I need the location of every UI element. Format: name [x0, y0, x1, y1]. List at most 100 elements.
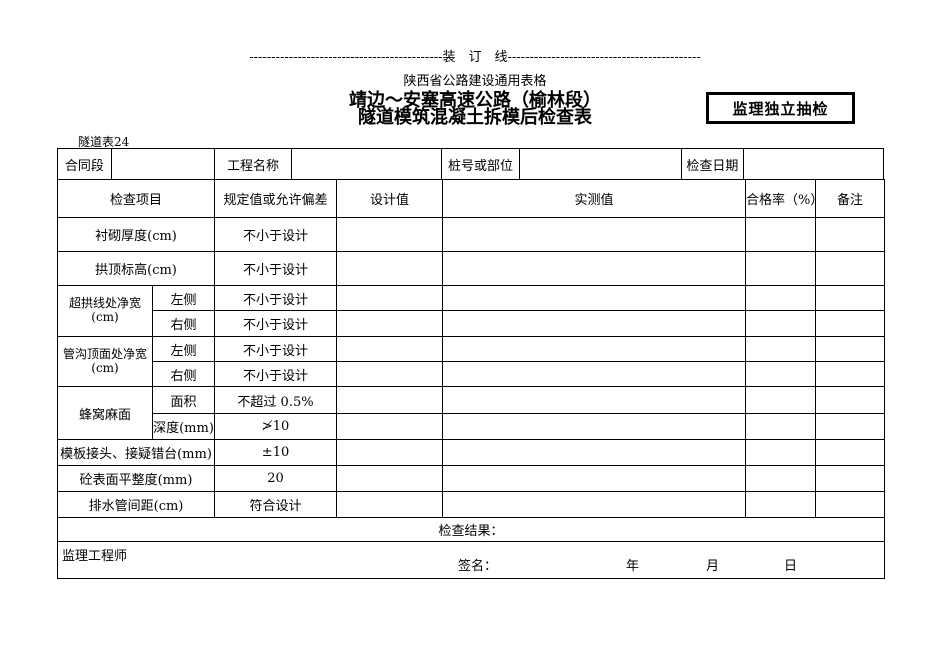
item-label: 管沟顶面处净宽 (cm)	[57, 336, 153, 387]
pass-rate-cell[interactable]	[745, 413, 817, 440]
measured-value-cell[interactable]	[442, 386, 747, 414]
page-title-line1: 靖边～安塞高速公路（榆林段）	[349, 90, 601, 111]
pass-rate-cell[interactable]	[745, 251, 817, 286]
design-value-cell[interactable]	[336, 491, 444, 518]
spec-value: 不超过 0.5%	[214, 386, 338, 414]
spec-value: 符合设计	[214, 491, 338, 518]
remark-cell[interactable]	[815, 361, 886, 387]
design-value-cell[interactable]	[336, 439, 444, 466]
day-label: 日	[784, 559, 798, 574]
pass-rate-cell[interactable]	[745, 491, 817, 518]
measured-value-cell[interactable]	[442, 465, 747, 492]
pass-rate-cell[interactable]	[745, 465, 817, 492]
project-name-label: 工程名称	[215, 149, 293, 179]
pass-rate-cell[interactable]	[745, 310, 817, 337]
item-label: 模板接头、接疑错台(mm)	[56, 439, 216, 466]
project-name-value-cell[interactable]	[292, 149, 443, 179]
signature-label: 签名：	[458, 559, 498, 574]
table-row: 排水管间距(cm) 符合设计	[56, 491, 886, 518]
inspection-date-label: 检查日期	[682, 149, 745, 179]
pass-rate-cell[interactable]	[745, 439, 817, 466]
measured-value-cell[interactable]	[442, 285, 747, 311]
binding-line: ----------------------------------------…	[249, 50, 701, 65]
header-remark: 备注	[815, 179, 886, 218]
page-title-line2: 隧道模筑混凝土拆模后检查表	[358, 107, 592, 128]
design-value-cell[interactable]	[336, 285, 444, 311]
sub-item-label: 深度(mm)	[151, 413, 216, 440]
table-number-label: 隧道表24	[78, 135, 130, 149]
table-header-row: 检查项目 规定值或允许偏差 设计值 实测值 合格率（%） 备注	[56, 179, 886, 218]
inspection-date-value-cell[interactable]	[744, 149, 883, 179]
measured-value-cell[interactable]	[442, 491, 747, 518]
item-label: 衬砌厚度(cm)	[56, 217, 216, 252]
pass-rate-cell[interactable]	[745, 285, 817, 311]
design-value-cell[interactable]	[336, 465, 444, 492]
table-row: 管沟顶面处净宽 (cm) 左侧 不小于设计	[57, 336, 886, 387]
design-value-cell[interactable]	[336, 413, 444, 440]
design-value-cell[interactable]	[336, 361, 444, 387]
item-label: 排水管间距(cm)	[56, 491, 216, 518]
remark-cell[interactable]	[815, 251, 886, 286]
remark-cell[interactable]	[815, 310, 886, 337]
design-value-cell[interactable]	[336, 217, 444, 252]
form-source-subtitle: 陕西省公路建设通用表格	[403, 74, 547, 89]
info-row: 合同段 工程名称 桩号或部位 检查日期	[57, 148, 884, 180]
table-row: 右侧 不小于设计	[58, 361, 886, 387]
inspection-form: 合同段 工程名称 桩号或部位 检查日期 检查项目 规定值或允许偏差 设计值 实测…	[56, 148, 886, 579]
spec-value: 不小于设计	[214, 251, 338, 286]
measured-value-cell[interactable]	[442, 336, 747, 362]
design-value-cell[interactable]	[336, 386, 444, 414]
table-row: 右侧 不小于设计	[58, 310, 886, 337]
year-label: 年	[626, 559, 640, 574]
header-spec: 规定值或允许偏差	[214, 179, 338, 218]
measured-value-cell[interactable]	[442, 439, 747, 466]
spec-value: 不小于设计	[214, 217, 338, 252]
sub-item-label: 右侧	[151, 361, 216, 387]
table-row: 模板接头、接疑错台(mm) ±10	[56, 439, 886, 466]
remark-cell[interactable]	[815, 217, 886, 252]
measured-value-cell[interactable]	[442, 413, 747, 440]
item-label: 超拱线处净宽 (cm)	[57, 285, 153, 337]
spec-value: ≯10	[214, 413, 338, 440]
engineer-signature-cell[interactable]: 监理工程师 签名： 年 月 日	[56, 541, 886, 579]
table-row: 蜂窝麻面 面积 不超过 0.5%	[57, 386, 886, 440]
header-item: 检查项目	[56, 179, 216, 218]
remark-cell[interactable]	[815, 491, 886, 518]
table-row: 衬砌厚度(cm) 不小于设计	[56, 217, 886, 252]
supervision-stamp-box: 监理独立抽检	[706, 92, 855, 124]
table-row: 拱顶标高(cm) 不小于设计	[56, 251, 886, 286]
sub-item-label: 左侧	[151, 285, 216, 311]
header-pass-rate: 合格率（%）	[745, 179, 817, 218]
supervising-engineer-label: 监理工程师	[62, 549, 128, 564]
design-value-cell[interactable]	[336, 251, 444, 286]
remark-cell[interactable]	[815, 386, 886, 414]
pass-rate-cell[interactable]	[745, 361, 817, 387]
design-value-cell[interactable]	[336, 336, 444, 362]
design-value-cell[interactable]	[336, 310, 444, 337]
measured-value-cell[interactable]	[442, 361, 747, 387]
station-location-value-cell[interactable]	[520, 149, 682, 179]
spec-value: 20	[214, 465, 338, 492]
header-measured: 实测值	[442, 179, 747, 218]
spec-value: 不小于设计	[214, 336, 338, 362]
inspection-result-label[interactable]: 检查结果：	[56, 517, 886, 542]
measured-value-cell[interactable]	[442, 251, 747, 286]
measured-value-cell[interactable]	[442, 310, 747, 337]
remark-cell[interactable]	[815, 413, 886, 440]
header-design: 设计值	[336, 179, 444, 218]
remark-cell[interactable]	[815, 465, 886, 492]
pass-rate-cell[interactable]	[745, 386, 817, 414]
measured-value-cell[interactable]	[442, 217, 747, 252]
pass-rate-cell[interactable]	[745, 336, 817, 362]
remark-cell[interactable]	[815, 336, 886, 362]
table-row: 超拱线处净宽 (cm) 左侧 不小于设计	[57, 285, 886, 337]
engineer-row: 监理工程师 签名： 年 月 日	[56, 541, 886, 579]
remark-cell[interactable]	[815, 285, 886, 311]
remark-cell[interactable]	[815, 439, 886, 466]
contract-section-label: 合同段	[58, 149, 112, 179]
pass-rate-cell[interactable]	[745, 217, 817, 252]
contract-section-value-cell[interactable]	[112, 149, 215, 179]
month-label: 月	[706, 559, 720, 574]
sub-item-label: 面积	[151, 386, 216, 414]
